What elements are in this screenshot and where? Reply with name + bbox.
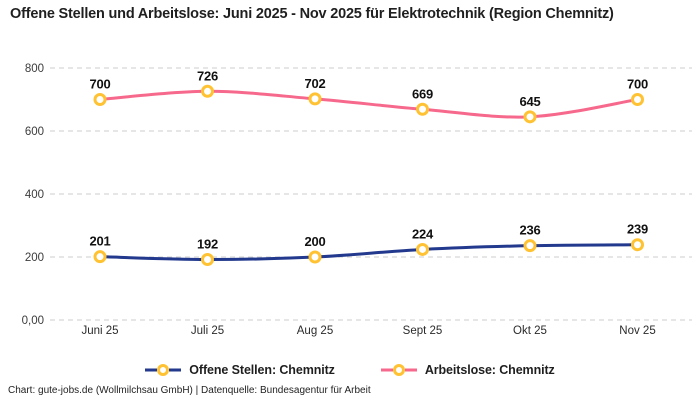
data-point-label: 645 <box>519 94 540 109</box>
data-point-marker[interactable] <box>416 242 429 256</box>
data-point-marker[interactable] <box>631 93 644 106</box>
data-point-label: 224 <box>412 226 434 241</box>
legend-line-marker-icon <box>145 364 182 376</box>
x-axis-tick: Juni 25 <box>81 325 118 337</box>
x-axis-tick: Juli 25 <box>191 325 224 337</box>
y-axis-tick: 800 <box>25 63 44 75</box>
data-point-marker[interactable] <box>523 110 537 124</box>
footer-credit: Chart: gute-jobs.de (Wollmilchsau GmbH) … <box>8 385 371 396</box>
data-point-label: 200 <box>304 234 325 249</box>
y-axis-tick: 400 <box>25 189 44 201</box>
data-point-label: 669 <box>412 86 433 101</box>
line-chart-canvas: 0,00 200 400 600 800 Juni 25 Juli 25 Aug 25 Sept… <box>22 63 692 337</box>
legend-label: Offene Stellen: Chemnitz <box>189 363 335 377</box>
chart-legend: Offene Stellen: Chemnitz Arbeitslose: Che… <box>0 360 700 380</box>
series-line <box>98 89 639 119</box>
data-point-label: 192 <box>197 237 218 252</box>
data-point-label: 702 <box>304 76 325 91</box>
data-point-label: 239 <box>627 222 648 237</box>
x-axis-tick: Okt 25 <box>513 325 547 337</box>
data-point-marker[interactable] <box>416 102 429 116</box>
y-axis-tick: 600 <box>25 126 44 138</box>
data-point-marker[interactable] <box>631 238 644 252</box>
x-axis-tick: Aug 25 <box>297 325 333 337</box>
chart-title: Offene Stellen und Arbeitslose: Juni 202… <box>10 6 614 22</box>
data-point-label: 236 <box>519 223 540 238</box>
data-point-label: 700 <box>627 77 648 92</box>
data-point-marker[interactable] <box>93 93 107 106</box>
legend-label: Arbeitslose: Chemnitz <box>424 363 555 377</box>
data-point-marker[interactable] <box>523 239 537 253</box>
y-axis-tick: 200 <box>25 252 44 264</box>
x-axis-tick: Nov 25 <box>619 325 655 337</box>
series-line <box>98 243 639 262</box>
data-point-label: 201 <box>89 234 110 249</box>
x-axis-tick: Sept 25 <box>403 325 443 337</box>
legend-item[interactable]: Offene Stellen: Chemnitz <box>145 363 335 377</box>
data-point-marker[interactable] <box>93 250 107 264</box>
legend-item[interactable]: Arbeitslose: Chemnitz <box>380 363 555 377</box>
data-point-label: 726 <box>197 68 218 83</box>
data-point-marker[interactable] <box>308 250 322 264</box>
data-point-marker[interactable] <box>308 92 322 106</box>
y-axis-tick: 0,00 <box>22 315 44 327</box>
data-point-label: 700 <box>89 77 110 92</box>
data-point-marker[interactable] <box>201 253 214 267</box>
legend-line-marker-icon <box>380 364 417 376</box>
data-point-marker[interactable] <box>201 84 214 98</box>
